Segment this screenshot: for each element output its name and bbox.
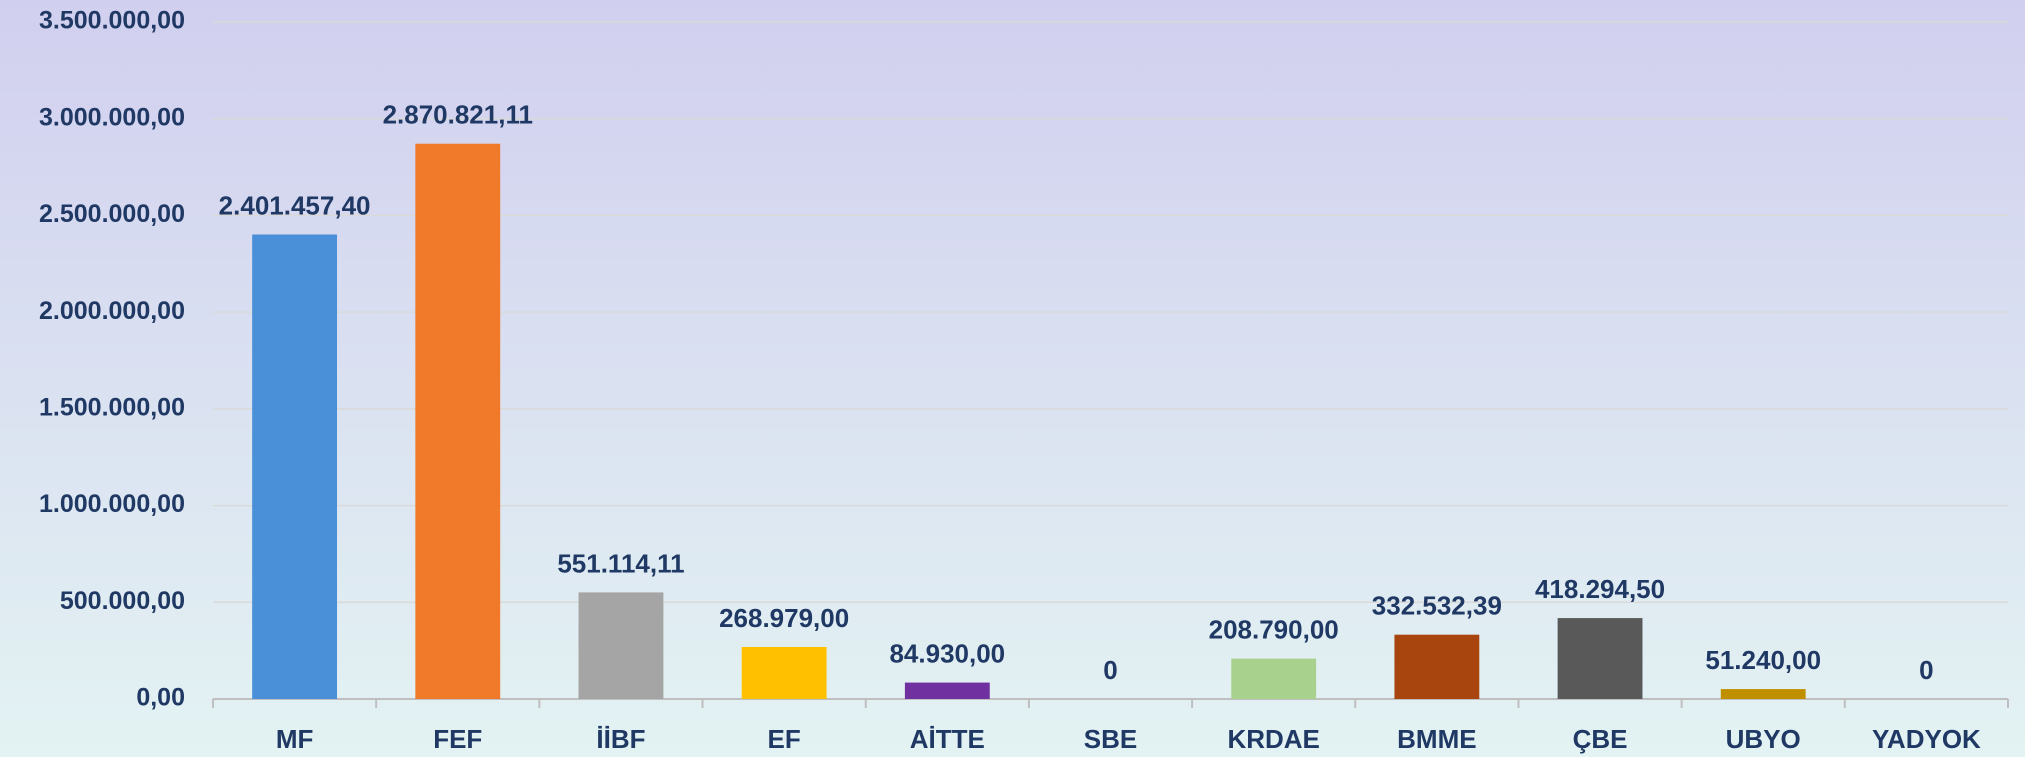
value-label: 418.294,50 [1535, 574, 1665, 604]
value-label: 332.532,39 [1372, 591, 1502, 621]
value-label: 0 [1919, 655, 1933, 685]
x-tick-label: SBE [1084, 724, 1137, 754]
value-label: 2.870.821,11 [383, 100, 533, 130]
y-tick-label: 3.500.000,00 [39, 7, 185, 35]
bar [252, 234, 338, 699]
x-tick-label: KRDAE [1227, 724, 1319, 754]
x-tick-label: YADYOK [1872, 724, 1981, 754]
x-tick-label: UBYO [1726, 724, 1801, 754]
value-label: 551.114,11 [557, 548, 684, 578]
bar [1720, 689, 1806, 699]
value-label: 268.979,00 [719, 603, 849, 633]
bar [741, 646, 827, 699]
bar [1231, 658, 1317, 699]
x-tick-label: MF [276, 724, 314, 754]
bar [904, 682, 990, 699]
y-tick-label: 1.500.000,00 [39, 393, 185, 421]
value-label: 84.930,00 [889, 638, 1005, 668]
y-tick-label: 2.500.000,00 [39, 200, 185, 228]
y-tick-label: 3.000.000,00 [39, 103, 185, 131]
y-tick-label: 1.000.000,00 [39, 490, 185, 518]
bar [415, 143, 501, 699]
value-label: 51.240,00 [1705, 645, 1821, 675]
bar [1557, 618, 1643, 699]
y-tick-label: 2.000.000,00 [39, 297, 185, 325]
y-tick-label: 0,00 [136, 684, 185, 712]
y-tick-label: 500.000,00 [60, 587, 185, 615]
bar [1394, 634, 1480, 699]
bar [578, 592, 664, 699]
x-tick-label: FEF [433, 724, 482, 754]
value-label: 208.790,00 [1209, 614, 1339, 644]
x-tick-label: İİBF [596, 724, 645, 754]
x-tick-label: BMME [1397, 724, 1476, 754]
value-label: 2.401.457,40 [219, 190, 371, 220]
value-label: 0 [1103, 655, 1117, 685]
x-tick-label: AİTTE [910, 724, 985, 754]
x-tick-label: ÇBE [1573, 724, 1628, 754]
x-tick-label: EF [768, 724, 801, 754]
